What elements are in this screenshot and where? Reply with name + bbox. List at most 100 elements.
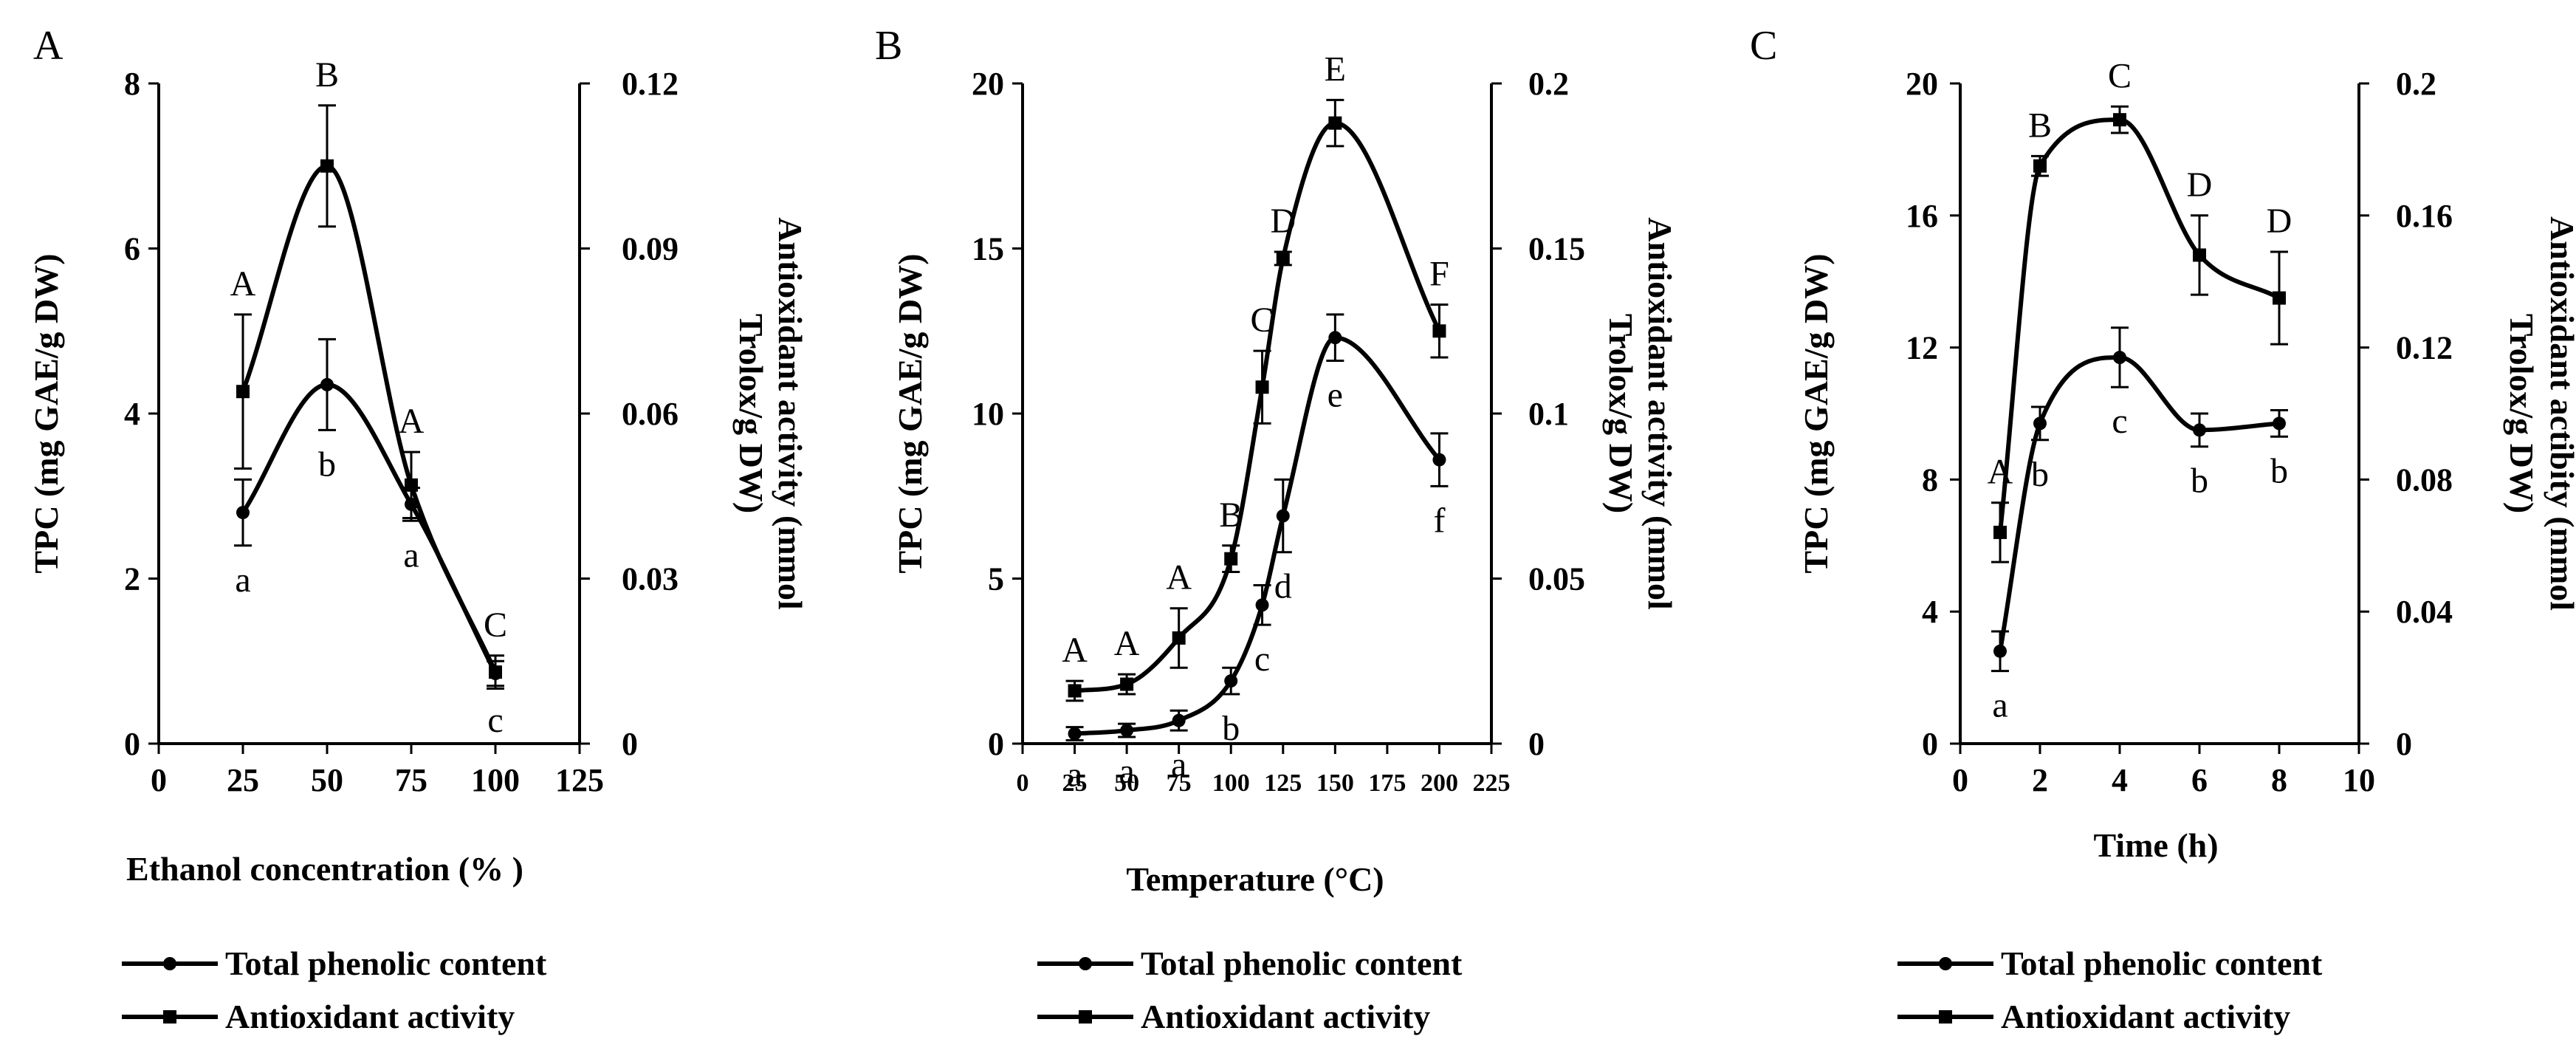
left-y-tick-label: 20 bbox=[972, 66, 1004, 102]
data-point bbox=[1068, 684, 1082, 698]
left-y-tick-label: 0 bbox=[124, 726, 140, 762]
data-point bbox=[2033, 159, 2047, 173]
legend-marker bbox=[1939, 1010, 1952, 1024]
x-tick-label: 25 bbox=[227, 762, 259, 798]
legend-marker bbox=[163, 1010, 176, 1024]
right-y-tick-label: 0.03 bbox=[622, 561, 679, 597]
x-tick-label: 8 bbox=[2271, 762, 2287, 798]
data-point bbox=[1255, 380, 1269, 394]
data-point bbox=[1993, 644, 2007, 658]
legend-item-total-phenolic: Total phenolic content bbox=[122, 944, 547, 982]
x-axis-label: Ethanol concentration (% ) bbox=[126, 850, 523, 888]
significance-letter: F bbox=[1429, 254, 1449, 293]
right-y-tick-label: 0.09 bbox=[622, 231, 679, 267]
legend-item-antioxidant: Antioxidant activity bbox=[122, 998, 515, 1035]
significance-letter: b bbox=[318, 445, 336, 484]
panel-label: A bbox=[33, 23, 63, 69]
significance-letter: B bbox=[1219, 496, 1243, 535]
data-point bbox=[1328, 116, 1342, 130]
x-tick-label: 0 bbox=[1017, 769, 1029, 797]
right-y-tick-label: 0.12 bbox=[622, 66, 679, 102]
legend-marker bbox=[1939, 957, 1952, 970]
legend-label: Antioxidant activity bbox=[1141, 998, 1430, 1035]
significance-letter: A bbox=[399, 402, 425, 441]
significance-letter: E bbox=[1325, 49, 1346, 89]
legend-item-antioxidant: Antioxidant activity bbox=[1037, 998, 1430, 1035]
panel-label: C bbox=[1750, 23, 1777, 69]
right-y-tick-label: 0 bbox=[2396, 726, 2412, 762]
x-axis-label: Temperature (°C) bbox=[1126, 860, 1384, 898]
legend-label: Total phenolic content bbox=[2001, 944, 2323, 982]
chart-panel-b: B0 25 50 75 100 125 150 175 200 2250510152000.050… bbox=[875, 23, 1679, 1035]
left-y-axis-label: TPC (mg GAE/g DW) bbox=[27, 253, 65, 573]
left-y-tick-label: 20 bbox=[1906, 66, 1938, 102]
data-point bbox=[2273, 291, 2286, 305]
right-y-tick-label: 0.2 bbox=[1528, 66, 1569, 102]
significance-letter: b bbox=[2270, 451, 2288, 490]
series-antioxidant-activity: A B C D D bbox=[1988, 56, 2292, 563]
significance-letter: b bbox=[1222, 709, 1240, 748]
significance-letter: e bbox=[1328, 375, 1343, 414]
significance-letter: c bbox=[2112, 402, 2127, 441]
significance-letter: A bbox=[1166, 558, 1192, 597]
significance-letter: b bbox=[2191, 462, 2208, 501]
x-tick-label: 0 bbox=[151, 762, 167, 798]
legend-marker bbox=[1079, 1010, 1092, 1024]
significance-letter: a bbox=[235, 560, 250, 600]
left-y-tick-label: 6 bbox=[124, 231, 140, 267]
right-y-tick-label: 0.15 bbox=[1528, 231, 1585, 267]
significance-letter: c bbox=[487, 701, 503, 740]
panel-label: B bbox=[875, 23, 902, 69]
x-tick-label: 200 bbox=[1421, 769, 1458, 797]
legend-label: Antioxidant activity bbox=[225, 998, 515, 1035]
x-tick-label: 75 bbox=[1167, 769, 1192, 797]
right-y-tick-label: 0.16 bbox=[2396, 198, 2453, 234]
data-point bbox=[1120, 677, 1134, 691]
data-point bbox=[2273, 416, 2286, 431]
right-y-tick-label: 0.1 bbox=[1528, 396, 1569, 432]
x-tick-label: 10 bbox=[2343, 762, 2375, 798]
left-y-tick-label: 12 bbox=[1906, 330, 1938, 366]
left-y-tick-label: 0 bbox=[1922, 726, 1938, 762]
legend-label: Total phenolic content bbox=[1141, 944, 1463, 982]
right-y-tick-label: 0.12 bbox=[2396, 330, 2453, 366]
legend-item-antioxidant: Antioxidant activity bbox=[1897, 998, 2290, 1035]
left-y-tick-label: 5 bbox=[988, 561, 1004, 597]
right-y-tick-label: 0.06 bbox=[622, 396, 679, 432]
chart-panel-a: A 0 25 50 75 100 125 0 2 4 6 8 0 0.03 0.06 0.09 0.12 TPC … bbox=[27, 23, 809, 1035]
significance-letter: D bbox=[2187, 165, 2213, 205]
series-line bbox=[241, 163, 498, 673]
left-y-tick-label: 4 bbox=[1922, 594, 1938, 630]
x-tick-label: 6 bbox=[2191, 762, 2208, 798]
data-point bbox=[1328, 331, 1342, 345]
x-tick-label: 225 bbox=[1473, 769, 1511, 797]
data-point bbox=[1432, 324, 1446, 338]
left-y-tick-label: 16 bbox=[1906, 198, 1938, 234]
data-point bbox=[1255, 598, 1269, 612]
chart-panel-c: C 0 2 4 6 8 10 0 4 8 12 16 20 0 0.04 0.08 0.12 0.16 0.2 TPC… bbox=[1750, 23, 2576, 1035]
left-y-axis-label: TPC (mg GAE/g DW) bbox=[891, 253, 929, 573]
significance-letter: C bbox=[484, 606, 507, 645]
significance-letter: A bbox=[1114, 624, 1140, 663]
x-tick-label: 75 bbox=[395, 762, 427, 798]
series-total-phenolic-content: a b a c bbox=[234, 337, 504, 740]
data-point bbox=[236, 506, 250, 520]
right-y-tick-label: 0.08 bbox=[2396, 462, 2453, 498]
left-y-tick-label: 15 bbox=[972, 231, 1004, 267]
left-y-tick-label: 8 bbox=[1922, 462, 1938, 498]
data-point bbox=[405, 478, 418, 492]
x-tick-label: 150 bbox=[1316, 769, 1354, 797]
x-tick-label: 4 bbox=[2112, 762, 2128, 798]
legend-marker bbox=[1079, 957, 1092, 970]
significance-letter: C bbox=[1251, 301, 1274, 340]
data-point bbox=[1993, 525, 2007, 539]
data-point bbox=[1224, 552, 1238, 566]
x-tick-label: 175 bbox=[1368, 769, 1406, 797]
legend-item-total-phenolic: Total phenolic content bbox=[1037, 944, 1463, 982]
series-antioxidant-activity: A B A C bbox=[230, 55, 507, 690]
right-y-tick-label: 0 bbox=[1528, 726, 1545, 762]
left-y-tick-label: 8 bbox=[124, 66, 140, 102]
